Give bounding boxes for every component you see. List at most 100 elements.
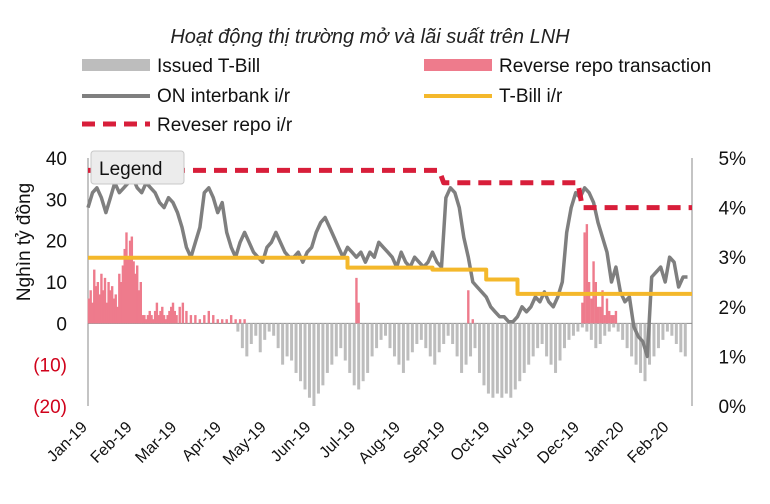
reverse-repo-bar	[198, 319, 202, 324]
x-tick-label: May-19	[220, 419, 270, 469]
reverse-repo-bar	[112, 298, 116, 324]
reverse-repo-bar	[181, 302, 185, 324]
reverse-repo-bar	[96, 282, 100, 324]
reverse-repo-bar	[161, 306, 164, 324]
issued-tbill-bar	[428, 323, 432, 357]
reverse-repo-bar	[178, 306, 181, 324]
issued-tbill-bar	[384, 323, 388, 336]
reverse-repo-bar	[102, 290, 105, 324]
reverse-repo-bar	[171, 302, 175, 324]
issued-tbill-bar	[567, 323, 571, 340]
issued-tbill-bar	[303, 323, 307, 390]
legend-item-reverse-repo-ir: Reveser repo i/r	[82, 115, 293, 136]
reverse-repo-bar	[357, 302, 360, 324]
reverse-repo-bar	[109, 290, 112, 324]
issued-tbill-bar	[674, 323, 678, 344]
issued-tbill-bar	[330, 323, 334, 365]
reverse-repo-bar	[123, 248, 126, 324]
issued-tbill-bar	[683, 323, 687, 357]
issued-tbill-bar	[549, 323, 553, 365]
issued-tbill-bar	[379, 323, 383, 340]
reverse-repo-bar	[194, 315, 197, 324]
issued-tbill-bar	[656, 323, 660, 349]
issued-tbill-bar	[670, 323, 674, 336]
issued-tbill-bar	[321, 323, 325, 386]
reverse-repo-bar	[603, 315, 606, 324]
reverse-repo-bar	[164, 319, 168, 324]
issued-tbill-bar	[406, 323, 410, 361]
reverse-repo-bar	[130, 236, 134, 324]
reverse-repo-bar	[185, 310, 188, 324]
issued-tbill-bar	[451, 323, 455, 344]
reverse-repo-bar	[114, 294, 117, 324]
issued-tbill-bar	[527, 323, 531, 365]
y-tick-label: 10	[46, 273, 67, 294]
rate-lines	[86, 167, 692, 359]
issued-tbill-bar	[348, 323, 352, 373]
issued-tbill-bar	[272, 323, 276, 336]
issued-tbill-bar	[258, 323, 262, 353]
issued-tbill-bar	[545, 323, 549, 357]
issued-tbill-bar	[558, 323, 562, 361]
reverse-repo-bar	[471, 319, 474, 324]
reverse-repo-bar	[103, 277, 107, 324]
reverse-repo-bar	[610, 315, 613, 324]
reverse-repo-bar	[116, 306, 119, 324]
reverse-repo-bar	[146, 315, 150, 324]
issued-tbill-bar	[316, 323, 320, 394]
reverse-repo-bar	[100, 273, 103, 324]
issued-tbill-bar	[603, 323, 607, 336]
reverse-repo-bar	[587, 282, 591, 324]
reverse-repo-bar	[152, 319, 155, 324]
issued-tbill-bar	[630, 323, 634, 357]
y-tick-label: 40	[46, 149, 67, 170]
on-interbank-line	[86, 176, 688, 359]
issued-tbill-bar	[598, 323, 602, 344]
y-tick-label: 20	[46, 232, 67, 253]
issued-tbill-bar	[594, 323, 598, 349]
issued-tbill-bar	[504, 323, 508, 394]
issued-tbill-bar	[334, 323, 338, 357]
x-tick-label: Apr-19	[179, 419, 225, 465]
issued-tbill-bar	[625, 323, 629, 349]
issued-tbill-bar	[562, 323, 566, 349]
legend-item-issued-tbill: Issued T-Bill	[82, 56, 260, 77]
reverse-repo-bar	[89, 290, 92, 324]
issued-tbill-bar	[339, 323, 343, 349]
reverse-repo-bar	[229, 315, 233, 324]
reverse-repo-bar	[153, 310, 157, 324]
x-tick-label: Jan-20	[581, 419, 628, 466]
legend-tooltip[interactable]: Legend	[90, 150, 185, 185]
reverse-repo-bar	[157, 315, 160, 324]
x-tick-label: Nov-19	[490, 419, 539, 468]
reverse-repo-bar	[207, 310, 210, 324]
reverse-repo-bar	[467, 290, 470, 324]
issued-tbill-bar	[513, 323, 517, 390]
issued-tbill-bar	[679, 323, 683, 353]
issued-tbill-bar	[576, 323, 580, 332]
reverse-repo-bar	[150, 315, 153, 324]
issued-tbill-bar	[437, 323, 441, 353]
reverse-repo-bar	[91, 302, 94, 324]
issued-tbill-bar	[455, 323, 459, 357]
reverse-repo-bar	[596, 306, 600, 324]
reverse-repo-bar	[225, 319, 228, 324]
reverse-repo-bar	[119, 282, 123, 324]
x-tick-label: Mar-19	[132, 419, 180, 467]
issued-tbill-bar	[410, 323, 414, 353]
issued-tbill-bar	[616, 323, 620, 332]
reverse-repo-bar	[234, 319, 237, 324]
legend-label-reverse-repo-ir: Reveser repo i/r	[157, 115, 293, 136]
reverse-repo-bar	[238, 319, 242, 324]
legend-tooltip-text: Legend	[99, 159, 162, 180]
reverse-repo-bar	[137, 290, 141, 324]
reverse-repo-bar	[107, 282, 110, 324]
y2-tick-label: 4%	[719, 199, 747, 220]
issued-tbill-bar	[460, 323, 464, 373]
reverse-repo-bar	[605, 298, 609, 324]
reverse-repo-bar	[110, 286, 114, 324]
issued-tbill-bar	[392, 323, 396, 357]
issued-tbill-bar	[419, 323, 423, 340]
issued-tbill-bar	[482, 323, 486, 386]
